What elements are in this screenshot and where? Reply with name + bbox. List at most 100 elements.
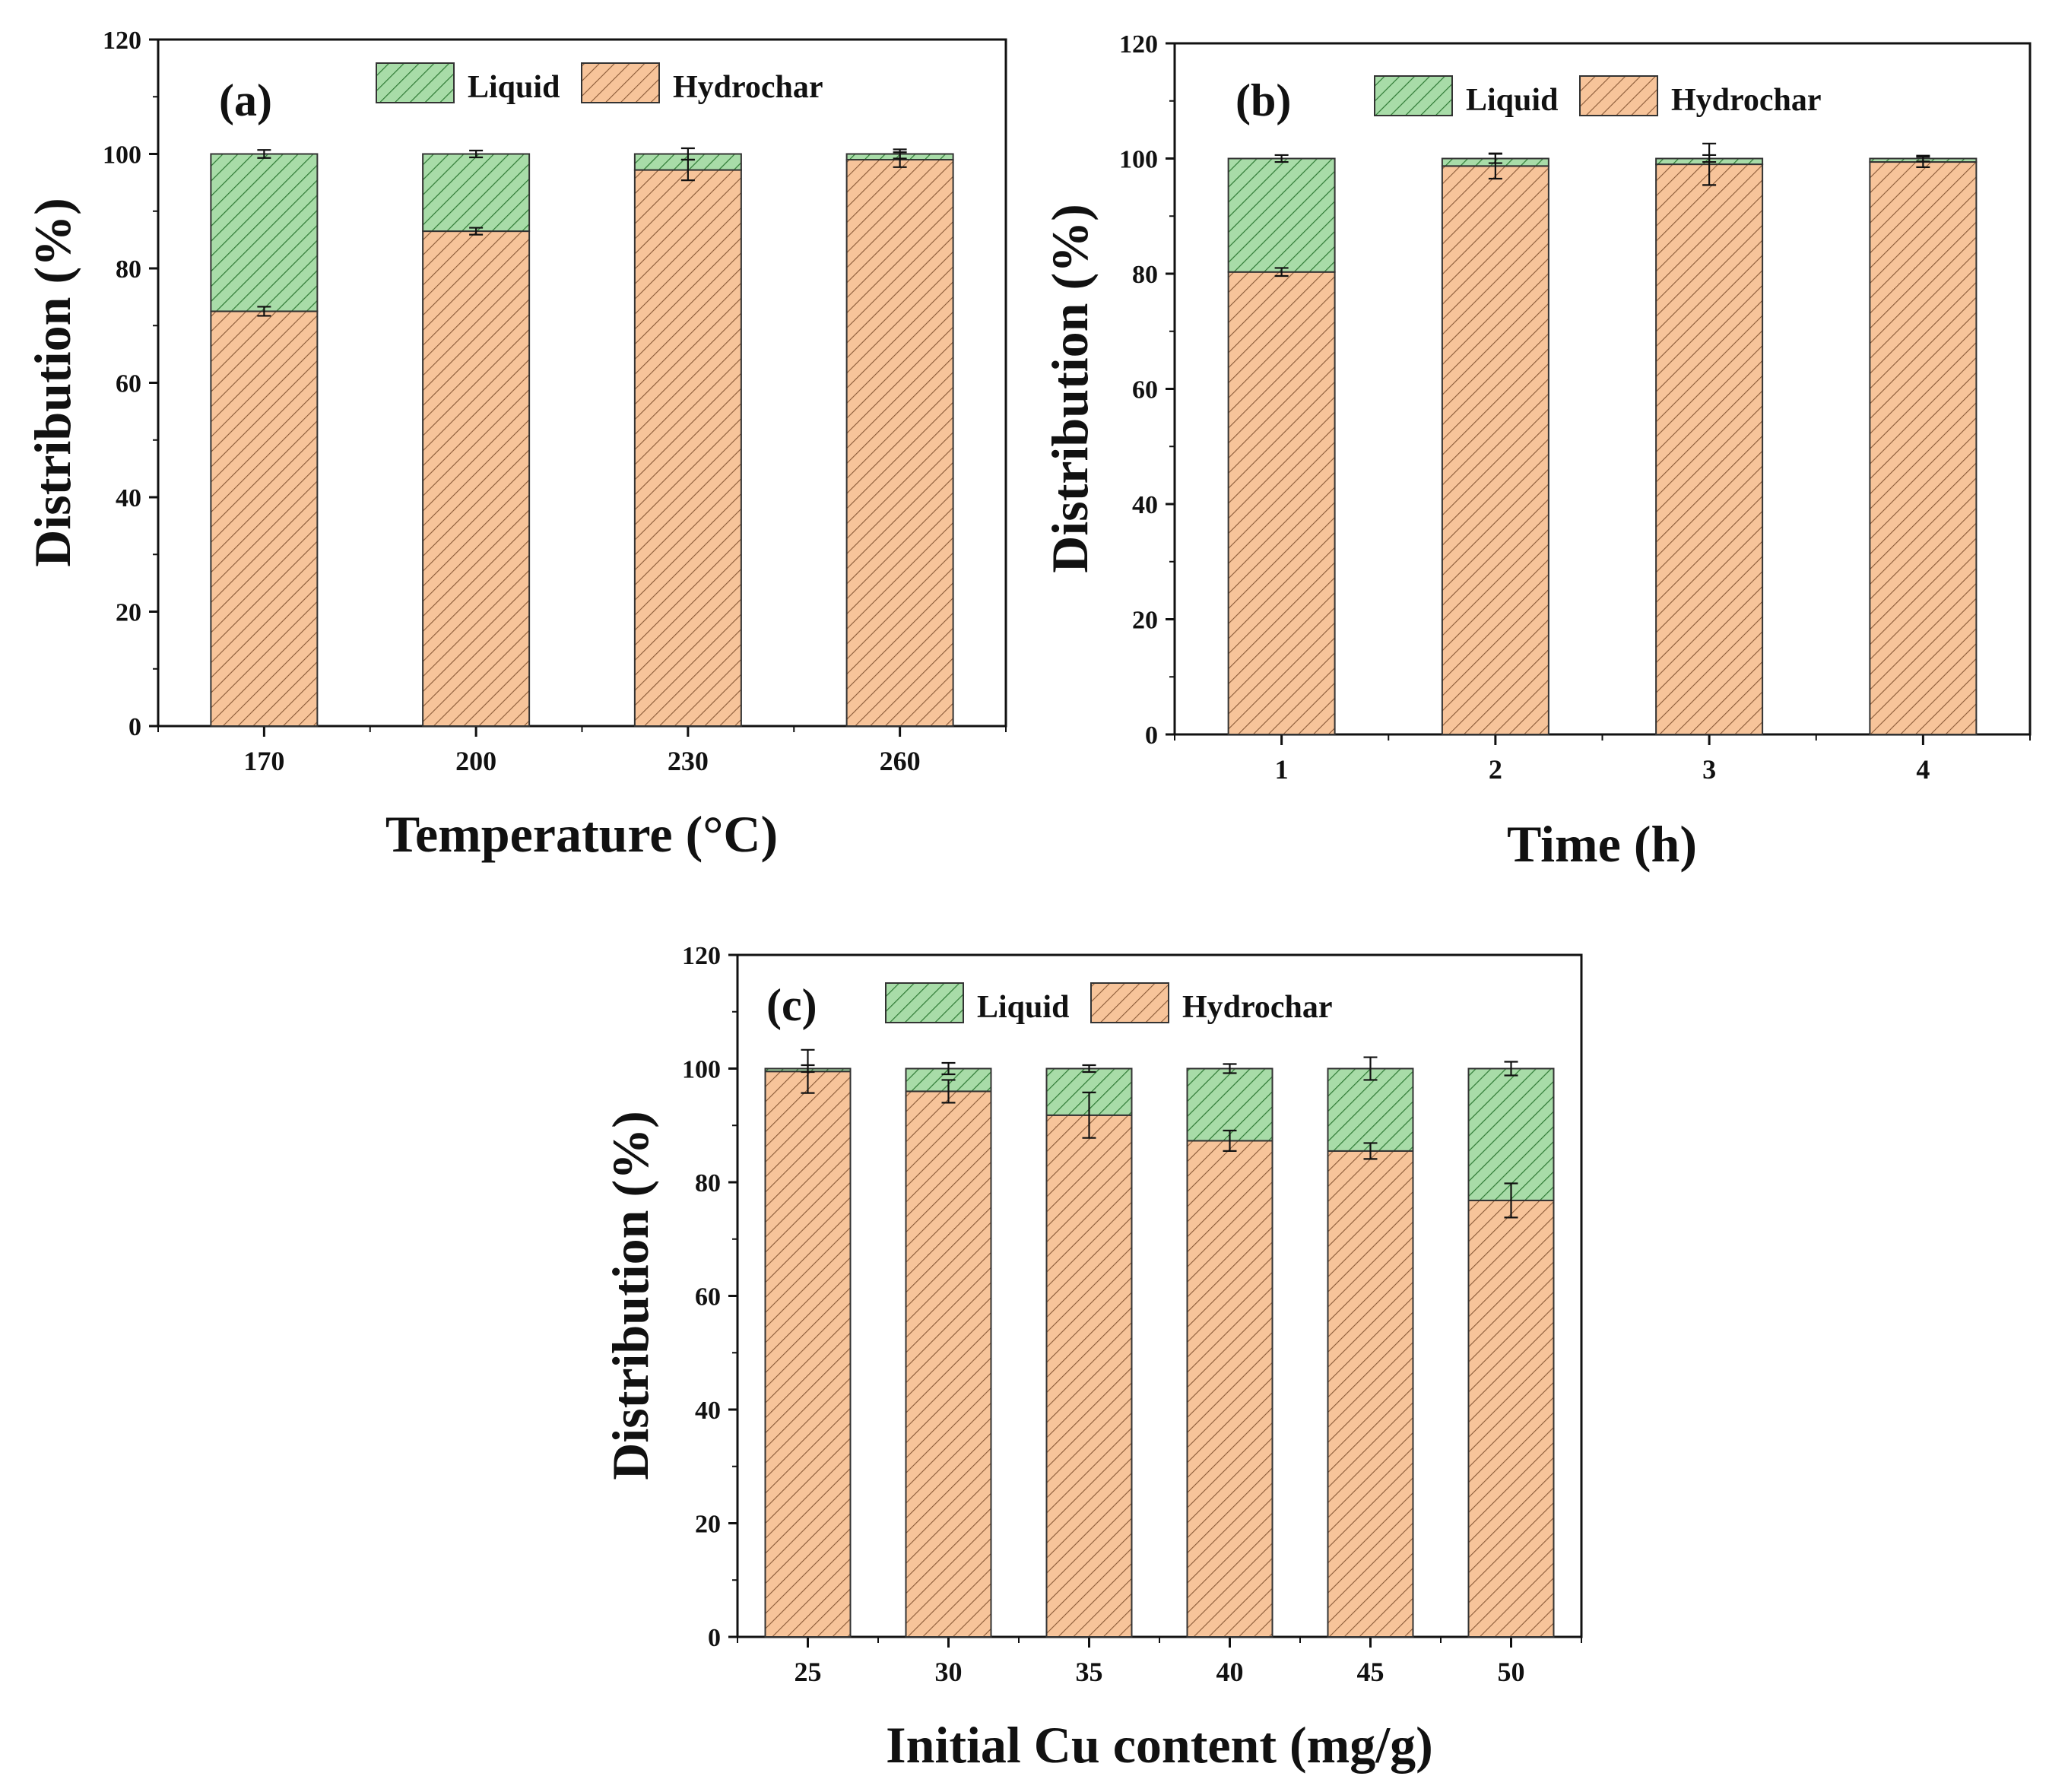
y-tick-label: 80 [695,1169,721,1197]
y-tick-label: 80 [116,255,141,284]
plot-frame [736,953,1583,1638]
bar-liquid [1467,1067,1555,1201]
x-tick-label: 230 [668,746,709,776]
bar-liquid [422,153,531,233]
error-bar-liquid [1504,1061,1518,1077]
bar-hydrochar [1467,1199,1555,1638]
y-tick-label: 60 [695,1283,721,1311]
x-tick-label: 200 [455,746,496,776]
y-tick-label: 120 [1119,30,1158,59]
x-axis-title: Initial Cu content (mg/g) [886,1716,1433,1774]
bar-liquid [1227,157,1336,273]
chart-panel-a: 0 20 40 60 80 100 120 170 200 230 260 (a) Liquid Hydr… [24,27,1007,863]
bar-liquid [1186,1067,1273,1142]
legend-label-hydrochar: Hydrochar [673,70,823,105]
legend-swatch-hydrochar [1579,75,1658,116]
error-bar-liquid [1702,154,1717,163]
panel-label: (a) [219,75,272,125]
bar-hydrochar [1045,1114,1133,1638]
legend-swatch-hydrochar [581,62,660,103]
error-bar-liquid [941,1061,956,1076]
bar-hydrochar [1441,165,1549,736]
legend-label-liquid: Liquid [1466,83,1558,118]
chart-panel-b: 0 20 40 60 80 100 120 1 2 3 4 (b) Liquid Hydrochar Tim… [1041,30,2032,873]
legend-swatch-hydrochar [1090,982,1169,1023]
error-bar-hydrochar [1363,1142,1378,1160]
legend-swatch-liquid [885,982,964,1023]
x-tick-label: 40 [1216,1657,1244,1687]
error-bar-liquid [1488,153,1502,164]
bar-hydrochar [905,1090,992,1638]
x-tick-label: 260 [880,746,921,776]
x-tick-label: 45 [1357,1657,1385,1687]
y-axis-title: Distribution (%) [601,1111,659,1480]
error-bar-hydrochar [1504,1182,1518,1219]
y-tick-label: 40 [695,1397,721,1425]
bar-hydrochar [845,159,954,727]
y-tick-label: 120 [103,27,141,55]
error-bar-liquid [1363,1056,1378,1081]
error-bar-liquid [801,1064,815,1074]
error-bar-hydrochar [1274,267,1289,278]
error-bar-liquid [1916,154,1930,163]
legend-label-liquid: Liquid [468,70,560,105]
y-axis-title: Distribution (%) [1041,204,1099,572]
x-axis-title: Temperature (°C) [385,805,778,863]
bar-hydrochar [764,1070,852,1638]
bar-hydrochar [1227,271,1336,736]
error-bar-hydrochar [469,227,484,236]
bar-hydrochar [1186,1140,1273,1638]
y-tick-label: 100 [103,141,141,170]
error-bar-liquid [893,148,907,160]
error-bar-hydrochar [1082,1091,1096,1139]
error-bar-liquid [680,147,695,161]
error-bar-liquid [1223,1063,1237,1074]
y-tick-label: 80 [1132,261,1158,289]
y-tick-label: 0 [1145,722,1158,750]
y-tick-label: 20 [116,599,141,627]
legend-label-liquid: Liquid [977,990,1069,1025]
x-tick-label: 25 [795,1657,822,1687]
y-tick-label: 20 [1132,607,1158,635]
x-tick-label: 35 [1076,1657,1103,1687]
y-tick-label: 0 [128,713,141,741]
bar-hydrochar [210,310,319,727]
x-tick-label: 4 [1916,754,1930,785]
y-tick-label: 40 [116,484,141,512]
error-bar-liquid [1274,154,1289,163]
y-tick-label: 40 [1132,491,1158,519]
y-tick-label: 60 [1132,376,1158,404]
bar-liquid [1327,1067,1414,1152]
bar-hydrochar [1869,161,1978,736]
error-bar-liquid [1082,1064,1096,1074]
error-bar-hydrochar [1702,142,1717,186]
x-tick-label: 1 [1275,754,1289,785]
bar-hydrochar [1655,163,1764,735]
y-tick-label: 100 [682,1056,721,1084]
x-tick-label: 50 [1498,1657,1525,1687]
x-tick-label: 3 [1702,754,1716,785]
legend-label-hydrochar: Hydrochar [1182,990,1333,1025]
chart-panel-c: 0 20 40 60 80 100 120 25 30 35 40 45 50 (c) Liquid Hydr… [601,942,1583,1774]
bar-hydrochar [422,230,531,727]
panel-label: (b) [1235,75,1291,125]
bar-hydrochar [1327,1150,1414,1638]
error-bar-hydrochar [1223,1129,1237,1152]
y-axis-title: Distribution (%) [24,198,81,566]
x-tick-label: 170 [243,746,284,776]
panel-label: (c) [766,980,817,1030]
error-bar-hydrochar [257,306,271,317]
bar-liquid [210,153,319,312]
error-bar-liquid [469,149,484,159]
x-tick-label: 2 [1489,754,1502,785]
y-tick-label: 20 [695,1511,721,1539]
y-tick-label: 60 [116,370,141,398]
error-bar-liquid [257,149,271,159]
bar-hydrochar [633,169,742,727]
y-tick-label: 120 [682,942,721,970]
legend-swatch-liquid [1374,75,1453,116]
y-tick-label: 100 [1119,146,1158,174]
error-bar-hydrochar [941,1079,956,1104]
legend-label-hydrochar: Hydrochar [1671,83,1822,118]
